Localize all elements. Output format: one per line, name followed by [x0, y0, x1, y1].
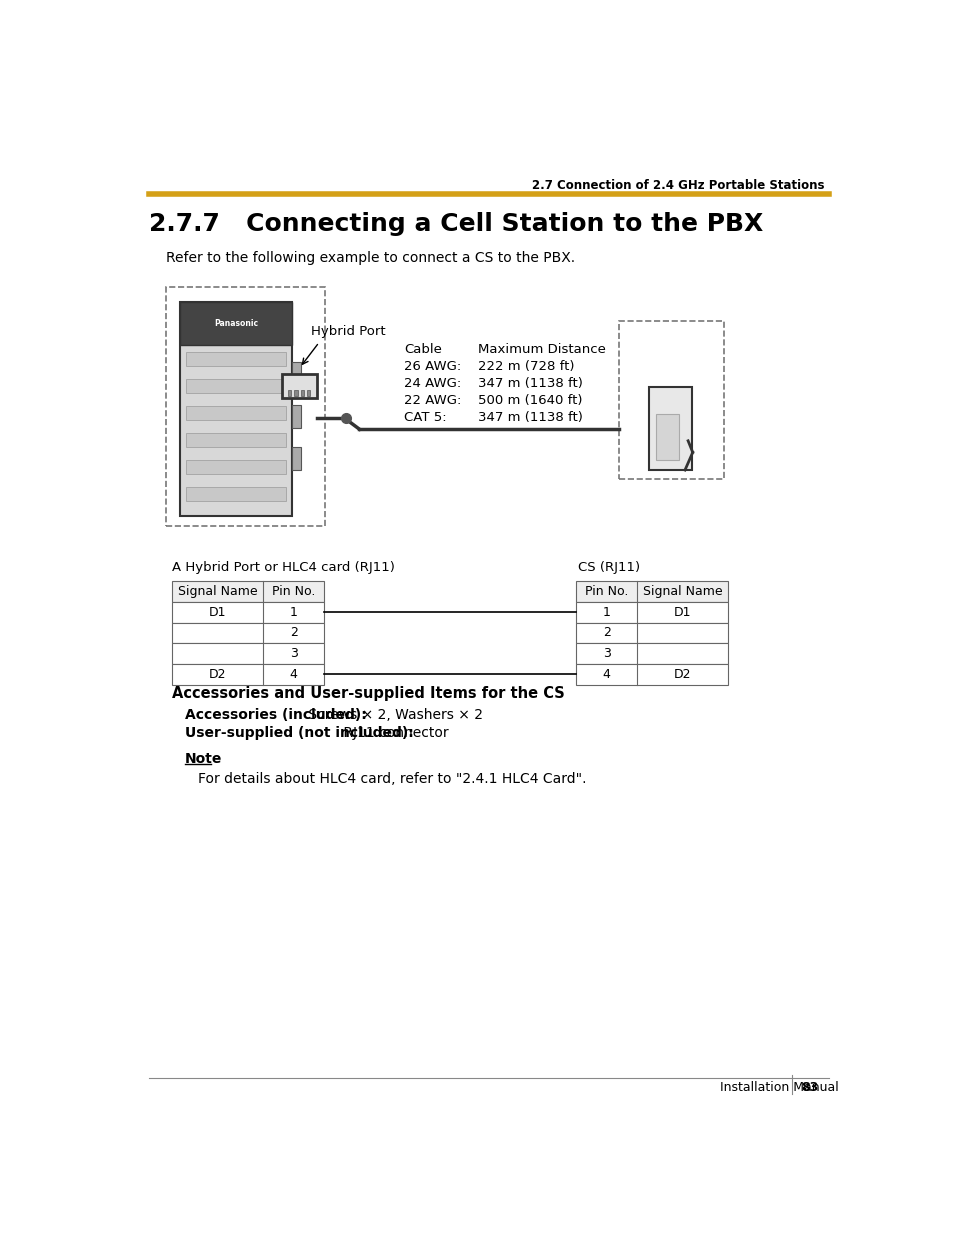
Text: D2: D2	[673, 668, 691, 680]
Bar	[172, 601, 323, 622]
Bar	[576, 601, 728, 622]
Text: Screws × 2, Washers × 2: Screws × 2, Washers × 2	[303, 708, 482, 722]
Bar	[172, 643, 323, 664]
Text: 4: 4	[290, 668, 297, 680]
Bar	[179, 303, 292, 345]
Bar	[186, 352, 286, 366]
Bar	[576, 664, 728, 685]
Bar	[292, 447, 301, 471]
Bar	[172, 580, 323, 601]
Bar	[307, 390, 310, 396]
Text: Installation Manual: Installation Manual	[720, 1081, 838, 1094]
Text: Signal Name: Signal Name	[177, 585, 257, 598]
Bar	[618, 321, 723, 479]
Text: 2.7.7   Connecting a Cell Station to the PBX: 2.7.7 Connecting a Cell Station to the P…	[149, 211, 762, 236]
Bar	[186, 433, 286, 447]
Text: Signal Name: Signal Name	[642, 585, 721, 598]
Text: Note: Note	[185, 752, 222, 766]
Text: 1: 1	[290, 605, 297, 619]
Text: Maximum Distance: Maximum Distance	[477, 343, 605, 357]
Bar	[166, 287, 324, 526]
Text: 500 m (1640 ft): 500 m (1640 ft)	[477, 394, 582, 408]
Text: Refer to the following example to connect a CS to the PBX.: Refer to the following example to connec…	[166, 251, 575, 264]
Text: For details about HLC4 card, refer to "2.4.1 HLC4 Card".: For details about HLC4 card, refer to "2…	[198, 772, 586, 785]
Text: D1: D1	[673, 605, 691, 619]
Bar	[576, 580, 728, 601]
Bar	[172, 622, 323, 643]
Text: D2: D2	[209, 668, 226, 680]
Text: 3: 3	[602, 647, 610, 661]
Text: 1: 1	[602, 605, 610, 619]
Bar	[300, 390, 303, 396]
Text: Pin No.: Pin No.	[584, 585, 628, 598]
Text: CAT 5:: CAT 5:	[404, 411, 447, 424]
Bar	[179, 303, 292, 516]
Bar	[186, 487, 286, 501]
Text: D1: D1	[209, 605, 226, 619]
Text: Pin No.: Pin No.	[272, 585, 315, 598]
Text: 4: 4	[602, 668, 610, 680]
Text: Accessories and User-supplied Items for the CS: Accessories and User-supplied Items for …	[172, 685, 564, 700]
Bar	[649, 387, 691, 471]
Bar	[292, 362, 301, 385]
Bar	[655, 414, 679, 461]
Text: 2.7 Connection of 2.4 GHz Portable Stations: 2.7 Connection of 2.4 GHz Portable Stati…	[532, 179, 823, 191]
Bar	[288, 390, 291, 396]
Text: Hybrid Port: Hybrid Port	[311, 325, 386, 338]
Text: 347 m (1138 ft): 347 m (1138 ft)	[477, 378, 582, 390]
Bar	[186, 461, 286, 474]
Bar	[186, 406, 286, 420]
Text: 83: 83	[801, 1081, 818, 1094]
Text: 222 m (728 ft): 222 m (728 ft)	[477, 361, 574, 373]
Text: 22 AWG:: 22 AWG:	[404, 394, 461, 408]
Bar	[292, 405, 301, 427]
Text: User-supplied (not included):: User-supplied (not included):	[185, 726, 414, 741]
Bar	[172, 664, 323, 685]
Text: 26 AWG:: 26 AWG:	[404, 361, 461, 373]
Text: Panasonic: Panasonic	[213, 320, 257, 329]
Bar	[576, 643, 728, 664]
Text: A Hybrid Port or HLC4 card (RJ11): A Hybrid Port or HLC4 card (RJ11)	[172, 561, 395, 573]
Text: Cable: Cable	[404, 343, 442, 357]
Text: Accessories (included):: Accessories (included):	[185, 708, 367, 722]
Bar	[576, 622, 728, 643]
Text: CS (RJ11): CS (RJ11)	[578, 561, 639, 573]
Bar	[282, 374, 316, 399]
Text: RJ11 connector: RJ11 connector	[338, 726, 448, 741]
Text: 3: 3	[290, 647, 297, 661]
Text: 24 AWG:: 24 AWG:	[404, 378, 461, 390]
Text: 347 m (1138 ft): 347 m (1138 ft)	[477, 411, 582, 424]
Text: 2: 2	[290, 626, 297, 640]
Bar	[186, 379, 286, 393]
Bar	[294, 390, 297, 396]
Text: 2: 2	[602, 626, 610, 640]
